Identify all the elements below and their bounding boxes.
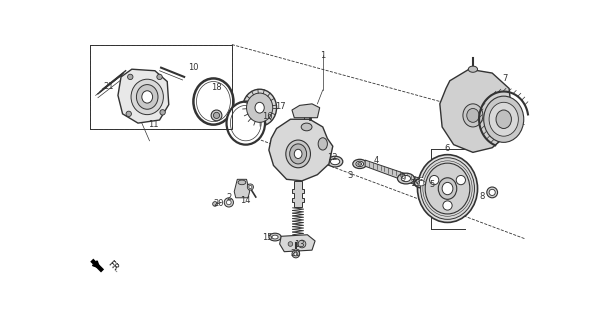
Circle shape (126, 111, 131, 116)
Ellipse shape (467, 108, 479, 122)
Ellipse shape (484, 96, 524, 142)
Circle shape (298, 240, 306, 248)
Text: 20: 20 (214, 199, 224, 208)
Text: 12: 12 (327, 153, 337, 162)
Text: 9: 9 (400, 174, 406, 183)
Text: 20: 20 (291, 250, 301, 259)
Ellipse shape (193, 78, 234, 124)
Ellipse shape (398, 173, 415, 184)
Polygon shape (90, 259, 104, 273)
Ellipse shape (272, 235, 278, 239)
Ellipse shape (418, 155, 477, 222)
Circle shape (211, 110, 222, 121)
Text: 13: 13 (294, 240, 305, 249)
Ellipse shape (196, 82, 231, 122)
Ellipse shape (356, 161, 364, 167)
Ellipse shape (131, 79, 164, 115)
Circle shape (247, 184, 253, 190)
Circle shape (160, 110, 165, 115)
Circle shape (213, 202, 217, 206)
Ellipse shape (286, 140, 310, 168)
Ellipse shape (301, 123, 312, 131)
Text: 19: 19 (410, 179, 420, 188)
Ellipse shape (489, 102, 518, 136)
Circle shape (429, 175, 439, 185)
Ellipse shape (358, 163, 362, 165)
Bar (420, 178, 423, 179)
Polygon shape (280, 235, 315, 252)
Polygon shape (234, 179, 250, 198)
Ellipse shape (496, 110, 512, 129)
Circle shape (487, 187, 498, 198)
Circle shape (157, 74, 162, 80)
Text: 14: 14 (241, 196, 251, 204)
Circle shape (128, 74, 133, 80)
Text: 15: 15 (262, 233, 273, 242)
Text: 5: 5 (429, 180, 435, 189)
Text: 17: 17 (275, 102, 286, 111)
Ellipse shape (442, 182, 453, 195)
Circle shape (213, 112, 220, 118)
Ellipse shape (463, 104, 483, 127)
Ellipse shape (353, 159, 367, 169)
Ellipse shape (328, 156, 343, 167)
Ellipse shape (438, 178, 457, 199)
Bar (90, 44, 232, 129)
Ellipse shape (290, 144, 307, 164)
Text: 2: 2 (226, 193, 231, 202)
Ellipse shape (425, 163, 470, 214)
Text: 16: 16 (262, 112, 273, 121)
Ellipse shape (137, 84, 158, 109)
Text: 6: 6 (445, 144, 450, 153)
Text: 4: 4 (374, 156, 379, 164)
Ellipse shape (415, 179, 428, 188)
Ellipse shape (247, 93, 273, 122)
Text: 11: 11 (148, 120, 159, 129)
Polygon shape (292, 104, 320, 118)
Text: 8: 8 (479, 192, 485, 201)
Ellipse shape (255, 102, 264, 113)
Ellipse shape (468, 66, 477, 72)
Text: 7: 7 (502, 74, 507, 83)
Polygon shape (440, 69, 512, 152)
Ellipse shape (238, 180, 246, 185)
Ellipse shape (142, 91, 153, 103)
Ellipse shape (226, 101, 265, 145)
Ellipse shape (418, 180, 425, 186)
Text: 10: 10 (188, 63, 199, 72)
Circle shape (288, 242, 293, 246)
Ellipse shape (243, 89, 277, 126)
Ellipse shape (318, 138, 328, 150)
Polygon shape (292, 181, 304, 207)
Text: FR.: FR. (105, 259, 121, 274)
Text: 18: 18 (211, 83, 222, 92)
Polygon shape (269, 119, 333, 181)
Ellipse shape (231, 105, 261, 141)
Bar (90, 44, 232, 129)
Circle shape (443, 201, 452, 210)
Circle shape (292, 250, 300, 258)
Circle shape (249, 186, 252, 188)
Polygon shape (118, 69, 169, 123)
Text: 3: 3 (347, 171, 352, 180)
Polygon shape (365, 160, 423, 185)
Circle shape (226, 200, 231, 205)
Ellipse shape (269, 233, 281, 241)
Ellipse shape (294, 149, 302, 158)
Circle shape (224, 198, 234, 207)
Circle shape (456, 175, 465, 185)
Ellipse shape (401, 175, 410, 182)
Circle shape (489, 189, 495, 196)
Text: 1: 1 (320, 51, 325, 60)
Ellipse shape (420, 158, 474, 219)
Circle shape (294, 252, 298, 256)
Ellipse shape (331, 158, 340, 165)
Text: 21: 21 (104, 82, 114, 91)
